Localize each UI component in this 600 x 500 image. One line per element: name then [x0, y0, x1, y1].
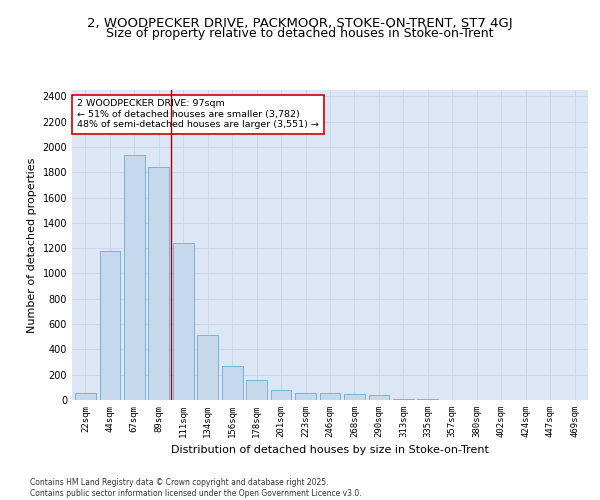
Y-axis label: Number of detached properties: Number of detached properties — [27, 158, 37, 332]
Bar — [344, 394, 365, 400]
Bar — [173, 243, 194, 400]
Bar — [295, 393, 316, 400]
Bar — [368, 395, 389, 400]
Bar — [393, 398, 414, 400]
Bar — [271, 390, 292, 400]
Bar — [197, 336, 218, 400]
Text: 2 WOODPECKER DRIVE: 97sqm
← 51% of detached houses are smaller (3,782)
48% of se: 2 WOODPECKER DRIVE: 97sqm ← 51% of detac… — [77, 100, 319, 129]
X-axis label: Distribution of detached houses by size in Stoke-on-Trent: Distribution of detached houses by size … — [171, 446, 489, 456]
Bar — [75, 393, 96, 400]
Bar — [246, 380, 267, 400]
Bar — [222, 366, 242, 400]
Text: Size of property relative to detached houses in Stoke-on-Trent: Size of property relative to detached ho… — [106, 28, 494, 40]
Bar — [100, 250, 120, 400]
Text: Contains HM Land Registry data © Crown copyright and database right 2025.
Contai: Contains HM Land Registry data © Crown c… — [30, 478, 362, 498]
Text: 2, WOODPECKER DRIVE, PACKMOOR, STOKE-ON-TRENT, ST7 4GJ: 2, WOODPECKER DRIVE, PACKMOOR, STOKE-ON-… — [87, 18, 513, 30]
Bar — [148, 167, 169, 400]
Bar — [124, 154, 145, 400]
Bar — [320, 393, 340, 400]
